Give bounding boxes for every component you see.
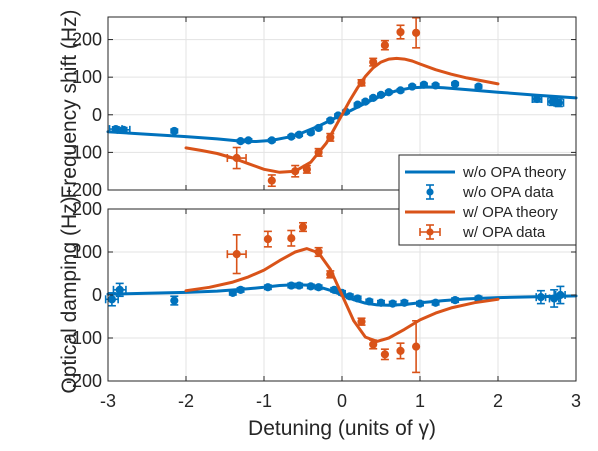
top-series-3-point-9	[396, 27, 405, 37]
top-y-ticks: -200 -100 0 100 200	[66, 17, 577, 200]
bottom-y-axis-label: Optical damping (Hz)	[58, 196, 81, 393]
legend-label-0: w/o OPA theory	[462, 164, 567, 181]
top-series-3-point-1	[267, 176, 276, 185]
bottom-series-2-line	[184, 247, 500, 343]
top-series-1-point-2	[170, 126, 179, 136]
bottom-y-tick-label-3: 100	[72, 242, 102, 262]
legend-entries: w/o OPA theory w/o OPA data w/ OPA theory w…	[405, 164, 567, 241]
bottom-series-3-point-8	[380, 350, 389, 359]
bottom-series-2	[184, 247, 500, 343]
bottom-x-tick-label-3: 0	[337, 391, 347, 411]
bottom-x-tick-label-6: 3	[571, 391, 581, 411]
bottom-series-3-point-6	[357, 317, 366, 326]
bottom-x-tick-label-5: 2	[493, 391, 503, 411]
bottom-x-tick-label-0: -3	[100, 391, 116, 411]
bottom-x-tick-label-2: -1	[256, 391, 272, 411]
legend-point-marker-1	[426, 188, 434, 196]
bottom-series-3-point-1	[263, 235, 272, 244]
top-series-2-line	[184, 56, 500, 174]
bottom-y-tick-label-4: 200	[72, 199, 102, 219]
bottom-series-3-point-0	[232, 250, 241, 259]
legend: w/o OPA theory w/o OPA data w/ OPA theory w…	[398, 154, 577, 246]
top-series-3-point-7	[369, 58, 378, 67]
bottom-series-1-point-0	[107, 295, 117, 304]
top-y-tick-label-1: -100	[66, 142, 102, 162]
top-series-1-point-26	[554, 98, 563, 107]
bottom-y-tick-label-0: -200	[66, 371, 102, 391]
top-panel: -200 -100 0 100 200 Frequency shift (Hz)	[58, 9, 578, 200]
legend-point-marker-3	[426, 228, 434, 236]
bottom-y-tick-label-1: -100	[66, 328, 102, 348]
bottom-series-3-point-2	[287, 234, 296, 243]
bottom-series-3-point-9	[396, 346, 405, 355]
bottom-x-ticks: -3 -2 -1 0 1 2 3	[100, 391, 581, 411]
bottom-x-axis-label: Detuning (units of γ)	[248, 417, 436, 440]
legend-label-3: w/ OPA data	[462, 224, 546, 241]
top-series-1-point-22	[451, 79, 460, 89]
bottom-x-tick-label-4: 1	[415, 391, 425, 411]
legend-label-1: w/o OPA data	[462, 184, 554, 201]
top-gridlines	[108, 17, 576, 190]
top-y-tick-label-3: 100	[72, 67, 102, 87]
bottom-y-tick-label-2: 0	[92, 285, 102, 305]
legend-label-2: w/ OPA theory	[462, 204, 558, 221]
top-series-3-point-8	[380, 41, 389, 50]
top-series-layer	[106, 16, 578, 188]
top-y-tick-label-2: 0	[92, 105, 102, 125]
top-series-2	[184, 56, 500, 174]
bottom-series-1-point-2	[170, 296, 179, 305]
bottom-y-ticks: -200 -100 0 100 200	[66, 199, 577, 391]
bottom-series-3-point-3	[298, 222, 308, 232]
top-y-tick-label-4: 200	[72, 30, 102, 50]
bottom-series-layer	[104, 221, 578, 374]
top-y-axis-label: Frequency shift (Hz)	[58, 9, 81, 198]
top-series-3-point-10	[412, 28, 421, 37]
top-y-tick-label-0: -200	[66, 180, 102, 200]
bottom-series-3-point-10	[412, 342, 421, 351]
bottom-x-tick-label-1: -2	[178, 391, 194, 411]
